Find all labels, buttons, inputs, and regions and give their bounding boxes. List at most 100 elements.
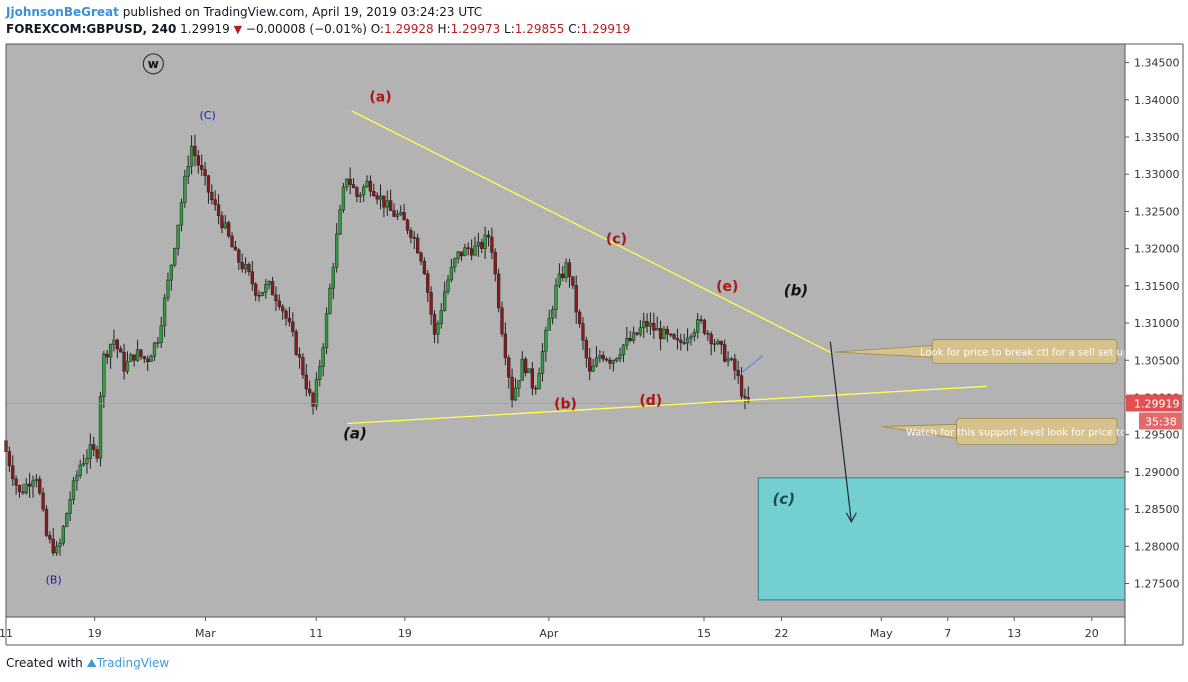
candle-body: [301, 357, 305, 376]
projection-line: [740, 355, 764, 375]
candle-body: [446, 279, 450, 293]
candle-body: [483, 234, 487, 249]
candle-body: [574, 285, 578, 313]
candle-body: [75, 475, 79, 482]
candle-body: [712, 343, 717, 345]
candle-body: [564, 262, 568, 279]
candle-body: [459, 251, 464, 257]
candle-body: [264, 284, 268, 293]
close-label: C:: [568, 22, 581, 36]
candle-body: [449, 266, 454, 281]
x-tick-label: 15: [697, 627, 711, 640]
candle-body: [21, 491, 25, 494]
y-tick-label: 1.31500: [1134, 280, 1180, 293]
y-tick-label: 1.28000: [1134, 540, 1180, 553]
candle-body: [27, 483, 32, 487]
candle-body: [628, 338, 632, 341]
candle-body: [68, 499, 72, 514]
candle-body: [453, 258, 457, 268]
candle-body: [203, 169, 207, 177]
wave-labels-layer: w (C) (B) (a) (b) (c) (d) (e) (a) (b) (c): [46, 53, 808, 587]
x-tick-label: 11: [309, 627, 323, 640]
x-tick-label: 11: [0, 627, 13, 640]
candle-body: [567, 262, 572, 277]
y-tick-label: 1.31000: [1134, 317, 1180, 330]
candle-body: [469, 248, 474, 256]
candle-body: [314, 379, 319, 407]
candle-body: [399, 212, 403, 215]
candle-body: [571, 276, 575, 286]
high-value: 1.29973: [450, 22, 501, 36]
candle-body: [456, 251, 460, 259]
candle-body: [142, 356, 146, 360]
tradingview-logo-icon: ⛰: [86, 656, 97, 670]
candle-body: [341, 186, 346, 211]
candle-body: [206, 175, 211, 193]
candle-body: [149, 355, 153, 362]
candle-body: [412, 237, 416, 239]
candle-body: [689, 335, 693, 339]
down-triangle-icon: ▼: [233, 23, 243, 36]
candle-body: [31, 480, 35, 487]
candle-body: [139, 349, 143, 357]
low-value: 1.29855: [514, 22, 565, 36]
candle-body: [287, 317, 292, 323]
y-tick-label: 1.29500: [1134, 429, 1180, 442]
candle-body: [426, 273, 430, 293]
candle-body: [108, 344, 113, 358]
candle-body: [345, 178, 349, 188]
open-value: 1.29928: [384, 22, 434, 36]
candle-body: [11, 465, 15, 480]
y-tick-label: 1.32500: [1134, 205, 1180, 218]
candle-body: [240, 262, 244, 270]
candle-body: [98, 396, 103, 459]
candle-body: [523, 358, 528, 374]
candle-body: [34, 478, 39, 482]
candle-body: [699, 319, 703, 321]
author-link[interactable]: JjohnsonBeGreat: [6, 5, 119, 19]
candle-body: [658, 328, 663, 340]
candle-body: [442, 291, 447, 311]
candle-body: [162, 297, 167, 327]
candle-body: [338, 209, 342, 235]
candle-body: [561, 273, 565, 279]
candle-body: [186, 166, 190, 177]
x-tick-label: May: [870, 627, 893, 640]
candle-body: [24, 483, 28, 494]
created-with-text: Created with: [6, 656, 83, 670]
candle-body: [486, 234, 491, 238]
candle-body: [119, 348, 123, 353]
candle-body: [318, 366, 322, 380]
candle-body: [196, 155, 200, 166]
candle-body: [547, 317, 551, 331]
tradingview-brand[interactable]: TradingView: [96, 656, 170, 670]
candle-body: [733, 358, 737, 371]
candle-body: [274, 294, 278, 302]
candle-body: [669, 333, 673, 336]
candle-body: [281, 306, 285, 312]
candle-body: [351, 184, 356, 188]
candle-body: [648, 322, 653, 327]
last-price-tag: [1126, 394, 1182, 412]
candle-body: [615, 357, 619, 361]
countdown-text: 35:38: [1145, 416, 1177, 429]
candle-body: [466, 247, 470, 249]
candle-body: [395, 214, 400, 217]
candle-body: [51, 538, 55, 554]
candle-body: [156, 342, 160, 344]
candle-body: [415, 237, 420, 254]
wave-label: (B): [46, 574, 62, 587]
candle-body: [608, 359, 612, 364]
candle-body: [662, 328, 666, 340]
candle-body: [419, 252, 423, 262]
candle-body: [159, 325, 163, 343]
candle-body: [746, 397, 750, 402]
candle-body: [176, 224, 180, 249]
candle-body: [92, 444, 96, 450]
trendline-lower: [347, 385, 987, 425]
candle-body: [388, 200, 393, 211]
y-tick-label: 1.29000: [1134, 466, 1180, 479]
candle-body: [115, 339, 119, 350]
candle-body: [409, 230, 413, 238]
